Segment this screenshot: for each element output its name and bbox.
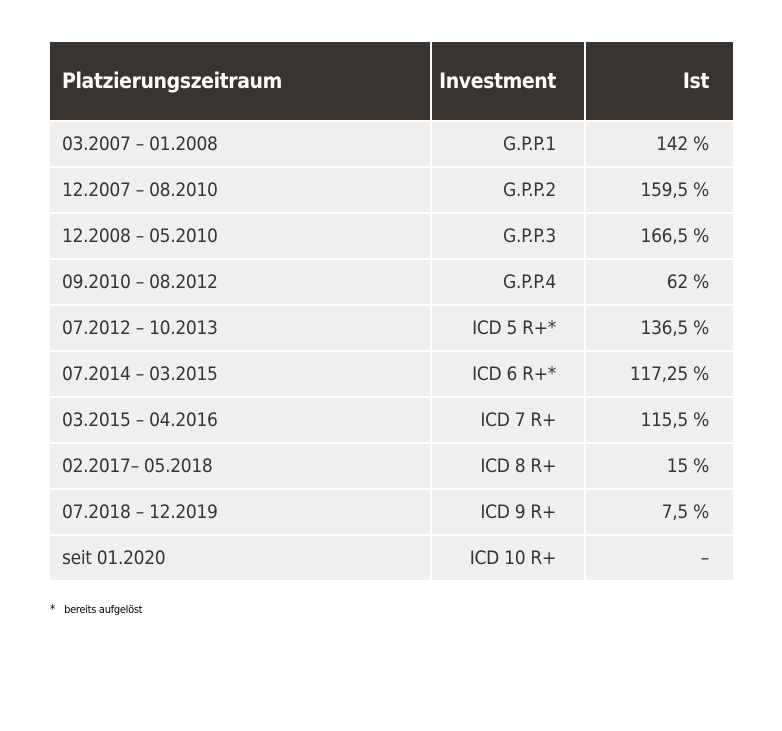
cell-period: 07.2012 – 10.2013 (50, 306, 430, 350)
cell-period: 07.2018 – 12.2019 (50, 490, 430, 534)
table-row: seit 01.2020 ICD 10 R+ – (50, 536, 733, 580)
header-actual: Ist (586, 42, 733, 120)
cell-actual: 7,5 % (586, 490, 733, 534)
cell-period: seit 01.2020 (50, 536, 430, 580)
table-body: 03.2007 – 01.2008 G.P.P.1 142 % 12.2007 – 0… (50, 122, 733, 580)
table-header-row: Platzierungszeitraum Investment Ist (50, 42, 733, 120)
cell-actual: 142 % (586, 122, 733, 166)
footnote-marker: * (50, 602, 56, 616)
cell-actual: 117,25 % (586, 352, 733, 396)
table-row: 02.2017– 05.2018 ICD 8 R+ 15 % (50, 444, 733, 488)
cell-period: 03.2015 – 04.2016 (50, 398, 430, 442)
table-row: 07.2018 – 12.2019 ICD 9 R+ 7,5 % (50, 490, 733, 534)
table-row: 03.2007 – 01.2008 G.P.P.1 142 % (50, 122, 733, 166)
cell-investment: ICD 7 R+ (432, 398, 584, 442)
cell-investment: G.P.P.4 (432, 260, 584, 304)
table-row: 03.2015 – 04.2016 ICD 7 R+ 115,5 % (50, 398, 733, 442)
table-row: 07.2014 – 03.2015 ICD 6 R+* 117,25 % (50, 352, 733, 396)
cell-actual: 166,5 % (586, 214, 733, 258)
cell-period: 09.2010 – 08.2012 (50, 260, 430, 304)
cell-period: 07.2014 – 03.2015 (50, 352, 430, 396)
cell-investment: ICD 9 R+ (432, 490, 584, 534)
cell-period: 02.2017– 05.2018 (50, 444, 430, 488)
footnote: * bereits aufgelöst (50, 602, 143, 616)
table-row: 12.2008 – 05.2010 G.P.P.3 166,5 % (50, 214, 733, 258)
cell-period: 12.2007 – 08.2010 (50, 168, 430, 212)
header-investment: Investment (432, 42, 584, 120)
cell-period: 03.2007 – 01.2008 (50, 122, 430, 166)
cell-actual: 115,5 % (586, 398, 733, 442)
cell-actual: 15 % (586, 444, 733, 488)
cell-investment: ICD 10 R+ (432, 536, 584, 580)
cell-investment: G.P.P.1 (432, 122, 584, 166)
cell-actual: 159,5 % (586, 168, 733, 212)
cell-investment: ICD 5 R+* (432, 306, 584, 350)
table-row: 12.2007 – 08.2010 G.P.P.2 159,5 % (50, 168, 733, 212)
cell-actual: – (586, 536, 733, 580)
cell-investment: G.P.P.3 (432, 214, 584, 258)
footnote-text: bereits aufgelöst (64, 603, 143, 616)
cell-period: 12.2008 – 05.2010 (50, 214, 430, 258)
cell-actual: 62 % (586, 260, 733, 304)
cell-investment: ICD 6 R+* (432, 352, 584, 396)
table-row: 07.2012 – 10.2013 ICD 5 R+* 136,5 % (50, 306, 733, 350)
cell-investment: ICD 8 R+ (432, 444, 584, 488)
cell-investment: G.P.P.2 (432, 168, 584, 212)
investment-table: Platzierungszeitraum Investment Ist 03.2… (50, 42, 733, 582)
cell-actual: 136,5 % (586, 306, 733, 350)
table-row: 09.2010 – 08.2012 G.P.P.4 62 % (50, 260, 733, 304)
header-period: Platzierungszeitraum (50, 42, 430, 120)
